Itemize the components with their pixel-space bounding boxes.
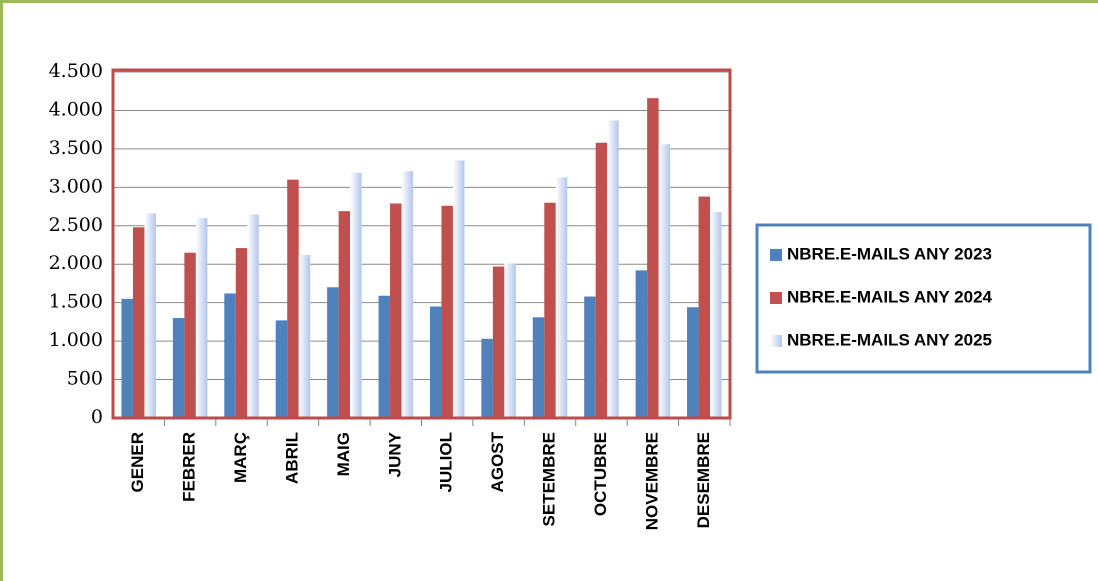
legend-box — [755, 223, 1092, 374]
x-tick-label: ABRIL — [282, 432, 301, 484]
bar — [195, 218, 208, 418]
bar — [635, 270, 648, 418]
legend-label: NBRE.E-MAILS ANY 2025 — [787, 330, 992, 349]
legend-label: NBRE.E-MAILS ANY 2023 — [787, 244, 992, 263]
bar — [132, 227, 145, 418]
bar — [544, 202, 556, 418]
y-tick-label: 3.500 — [49, 137, 103, 159]
x-tick-label: AGOST — [488, 431, 507, 492]
bar — [607, 120, 619, 418]
bar — [121, 298, 133, 418]
bar — [504, 263, 516, 418]
bar — [584, 296, 596, 418]
bar — [687, 307, 699, 418]
bar — [429, 306, 442, 418]
x-tick-label: MAIG — [334, 432, 353, 476]
bar — [492, 266, 505, 418]
x-tick-label: OCTUBRE — [591, 432, 610, 516]
y-tick-label: 1.000 — [49, 329, 103, 351]
y-tick-label: 4.000 — [49, 98, 103, 120]
bar — [172, 318, 185, 418]
y-tick-label: 1.500 — [49, 291, 103, 313]
legend-swatch — [770, 292, 782, 304]
bar — [338, 211, 351, 418]
legend-swatch — [770, 335, 782, 347]
y-tick-label: 2.000 — [49, 252, 103, 274]
bar — [224, 293, 236, 418]
y-tick-label: 2.500 — [49, 214, 103, 236]
bar — [647, 98, 659, 419]
bar — [658, 144, 671, 418]
bar — [698, 196, 711, 418]
bar — [710, 211, 722, 418]
legend-swatch — [770, 249, 782, 261]
bar — [401, 171, 414, 418]
bar — [532, 317, 545, 418]
x-tick-label: SETEMBRE — [540, 432, 559, 526]
bar — [555, 177, 568, 418]
y-tick-label: 500 — [67, 368, 103, 390]
x-tick-label: NOVEMBRE — [642, 432, 661, 530]
bar — [452, 160, 465, 418]
x-tick-label: JULIOL — [437, 432, 456, 492]
bar — [144, 213, 156, 418]
x-tick-label: FEBRER — [180, 432, 199, 502]
bar — [481, 338, 493, 418]
bar — [350, 172, 362, 418]
x-tick-label: MARÇ — [231, 432, 250, 483]
legend-label: NBRE.E-MAILS ANY 2024 — [787, 287, 993, 306]
bar — [184, 252, 196, 418]
bar — [247, 214, 259, 418]
x-tick-label: JUNY — [385, 431, 404, 477]
bar — [275, 320, 288, 418]
bar — [378, 295, 391, 418]
bar — [327, 287, 339, 418]
bar — [390, 203, 402, 418]
bar — [298, 254, 311, 418]
y-tick-label: 4.500 — [49, 60, 103, 82]
x-tick-label: DESEMBRE — [694, 432, 713, 528]
bar — [235, 248, 248, 418]
x-tick-label: GENER — [128, 432, 147, 492]
y-tick-label: 0 — [91, 406, 103, 428]
y-tick-label: 3.000 — [49, 175, 103, 197]
bar — [441, 205, 453, 418]
bar — [595, 142, 608, 418]
bar — [287, 179, 299, 418]
